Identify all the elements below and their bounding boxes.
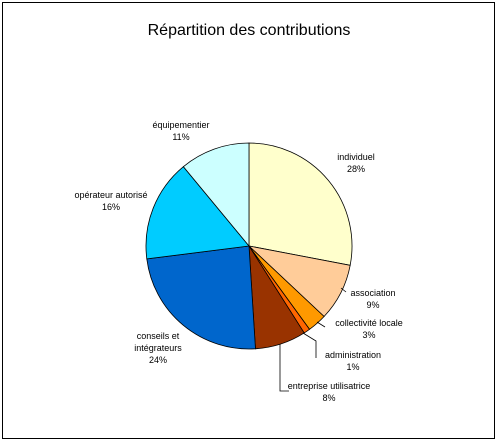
pie-slice-6 <box>145 166 250 260</box>
slice-label-5: conseils et intégrateurs 24% <box>134 331 182 365</box>
pie-chart: Répartition des contributions individuel… <box>74 22 402 403</box>
slice-label-6: opérateur autorisé 16% <box>74 190 147 212</box>
slice-label-7: équipementier 11% <box>152 120 209 142</box>
slice-label-2: collectivité locale 3% <box>335 318 403 340</box>
leader-line-1 <box>340 287 347 293</box>
slices-layer <box>145 142 353 350</box>
slice-label-4: entreprise utilisatrice 8% <box>288 381 371 403</box>
pie-slice-5 <box>146 245 256 350</box>
leader-line-3 <box>302 332 317 358</box>
chart-frame: Répartition des contributions individuel… <box>2 2 495 439</box>
pie-slice-7 <box>182 142 250 248</box>
slice-label-3: administration 1% <box>325 350 381 372</box>
slice-label-1: association 9% <box>350 288 395 310</box>
leader-line-2 <box>316 321 326 328</box>
chart-title: Répartition des contributions <box>148 22 351 39</box>
leader-lines <box>279 287 347 392</box>
leader-line-4 <box>279 344 289 392</box>
pie-slice-0 <box>248 142 353 266</box>
slice-labels: individuel 28% association 9% collectivité l… <box>74 120 402 403</box>
slice-label-0: individuel 28% <box>337 152 375 174</box>
